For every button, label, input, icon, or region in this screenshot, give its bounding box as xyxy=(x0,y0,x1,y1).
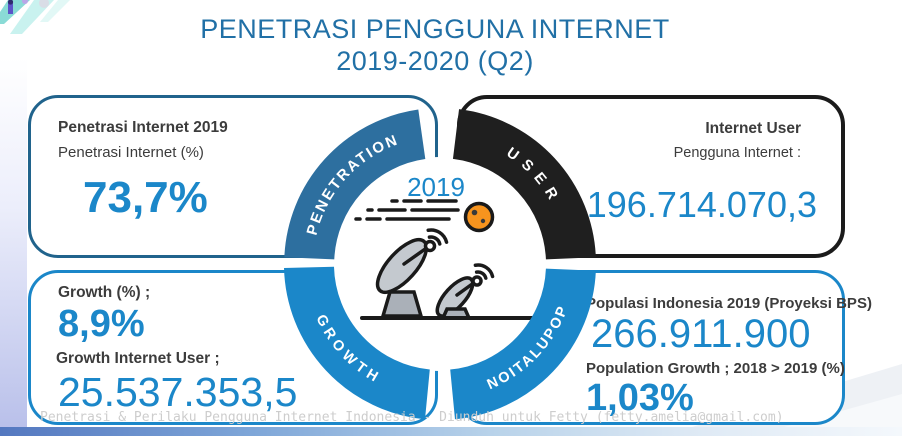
panel-population: Populasi Indonesia 2019 (Proyeksi BPS) 2… xyxy=(457,270,872,425)
population-value: 266.911.900 xyxy=(591,312,811,356)
population-growth-label: Population Growth ; 2018 > 2019 (%) xyxy=(586,360,845,377)
title-line1: PENETRASI PENGGUNA INTERNET xyxy=(200,14,670,44)
internet-user-subtitle: Pengguna Internet : xyxy=(673,145,801,161)
left-edge-gradient xyxy=(0,58,27,429)
growth-user-label: Growth Internet User ; xyxy=(56,350,220,367)
internet-user-title: Internet User xyxy=(705,120,801,137)
population-label: Populasi Indonesia 2019 (Proyeksi BPS) xyxy=(586,295,872,312)
growth-percent-value: 8,9% xyxy=(58,303,145,345)
download-watermark: Penetrasi & Perilaku Pengguna Internet I… xyxy=(40,410,784,425)
bottom-gradient-bar xyxy=(0,427,902,436)
tiny-object xyxy=(39,0,49,8)
panel-internet-user: Internet User Pengguna Internet : 196.71… xyxy=(457,95,845,258)
penetration-value: 73,7% xyxy=(83,173,208,222)
internet-user-value: 196.714.070,3 xyxy=(586,184,817,225)
title-line2: 2019-2020 (Q2) xyxy=(336,45,534,76)
population-growth-value: 1,03% xyxy=(586,377,694,419)
growth-percent-label: Growth (%) ; xyxy=(58,284,151,301)
penetration-title: Penetrasi Internet 2019 xyxy=(58,119,228,136)
page-title: PENETRASI PENGGUNA INTERNET 2019-2020 (Q… xyxy=(0,14,870,78)
corner-illustration xyxy=(0,0,70,34)
panel-growth: Growth (%) ; 8,9% Growth Internet User ;… xyxy=(28,270,438,425)
growth-user-value: 25.537.353,5 xyxy=(58,369,298,415)
tiny-person-figure xyxy=(8,3,13,14)
penetration-subtitle: Penetrasi Internet (%) xyxy=(58,144,204,161)
panel-penetration: Penetrasi Internet 2019 Penetrasi Intern… xyxy=(28,95,438,258)
